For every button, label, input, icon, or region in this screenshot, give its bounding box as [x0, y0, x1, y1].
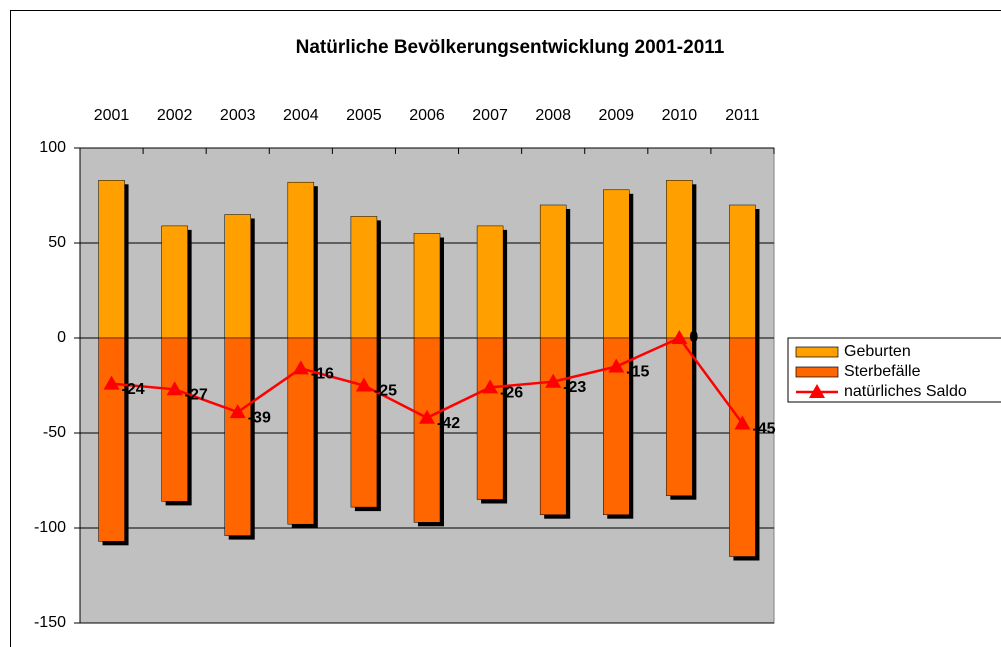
marker [292, 360, 309, 375]
y-tick-label: -150 [34, 614, 66, 631]
marker [482, 379, 499, 394]
bar [666, 337, 693, 496]
legend-label: Sterbefälle [844, 363, 921, 380]
y-tick-label: 0 [57, 329, 66, 346]
x-tick-label: 2001 [94, 107, 130, 124]
x-tick-label: 2007 [472, 107, 508, 124]
x-tick-label: 2006 [409, 107, 445, 124]
marker [608, 358, 625, 373]
x-tick-label: 2004 [283, 107, 319, 124]
bar [476, 225, 504, 339]
data-label: -24 [122, 381, 145, 398]
marker [166, 381, 183, 396]
data-label: -15 [626, 364, 649, 381]
x-tick-label: 2009 [598, 107, 634, 124]
marker [355, 377, 372, 392]
data-label: -45 [752, 421, 775, 438]
x-tick-label: 2008 [535, 107, 571, 124]
legend-label: Geburten [844, 343, 911, 360]
bar [666, 180, 693, 339]
x-tick-label: 2005 [346, 107, 382, 124]
bar [287, 181, 315, 339]
bar [539, 337, 567, 515]
bar [224, 337, 251, 536]
bar [350, 216, 378, 339]
x-tick-label: 2010 [662, 107, 698, 124]
data-label: 0 [689, 329, 698, 346]
marker [419, 409, 435, 424]
chart-title: Natürliche Bevölkerungsentwicklung 2001-… [296, 37, 725, 58]
bar [161, 225, 188, 339]
bar [413, 337, 441, 523]
marker [103, 375, 120, 390]
bar [729, 204, 756, 339]
bar [539, 204, 567, 339]
marker [734, 415, 751, 430]
legend-swatch [795, 366, 839, 378]
data-label: -16 [311, 366, 334, 383]
bar [729, 337, 756, 557]
bar [603, 189, 630, 339]
bar [98, 180, 125, 339]
y-tick-label: -100 [34, 519, 66, 536]
marker [671, 330, 688, 344]
legend-marker [809, 384, 825, 398]
data-label: -42 [437, 415, 460, 432]
x-tick-label: 2003 [220, 107, 256, 124]
y-tick-label: 100 [39, 139, 66, 156]
x-tick-label: 2011 [725, 107, 760, 124]
y-tick-label: -50 [43, 424, 66, 441]
marker [229, 404, 246, 419]
bar [413, 233, 441, 339]
legend-label: natürliches Saldo [844, 383, 967, 400]
data-label: -25 [374, 383, 397, 400]
bar [161, 337, 188, 502]
bar [98, 337, 125, 542]
data-label: -26 [500, 385, 523, 402]
data-label: -23 [563, 379, 586, 396]
data-label: -39 [248, 409, 271, 426]
bar [224, 214, 251, 339]
bar [350, 337, 378, 508]
x-tick-label: 2002 [157, 107, 193, 124]
marker [545, 373, 562, 388]
legend-swatch [795, 346, 839, 358]
data-label: -27 [185, 387, 208, 404]
y-tick-label: 50 [48, 234, 66, 251]
bar [476, 337, 504, 500]
